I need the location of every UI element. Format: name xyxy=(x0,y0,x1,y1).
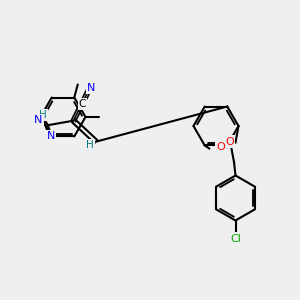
Text: H: H xyxy=(40,110,47,120)
Text: O: O xyxy=(216,142,225,152)
Text: N: N xyxy=(34,115,42,125)
Text: N: N xyxy=(87,83,96,93)
Text: N: N xyxy=(47,131,55,141)
Text: O: O xyxy=(225,136,234,147)
Text: Cl: Cl xyxy=(230,233,241,244)
Text: H: H xyxy=(86,140,94,150)
Text: C: C xyxy=(79,99,86,109)
